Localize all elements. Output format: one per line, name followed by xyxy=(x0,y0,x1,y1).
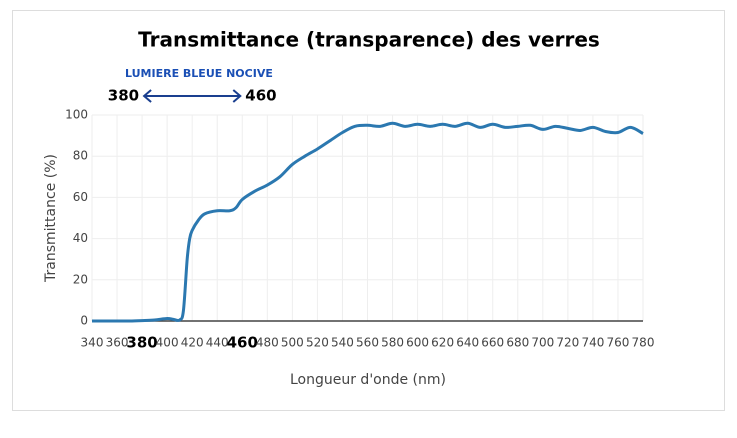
x-tick-label: 380 xyxy=(126,334,157,352)
data-line xyxy=(92,121,644,323)
x-tick-label: 660 xyxy=(481,336,504,350)
x-tick-label: 720 xyxy=(556,336,579,350)
y-tick-label: 0 xyxy=(80,314,88,328)
y-axis-label: Transmittance (%) xyxy=(43,154,59,283)
x-tick-label: 680 xyxy=(506,336,529,350)
x-tick-label: 340 xyxy=(81,336,104,350)
x-tick-label: 360 xyxy=(106,336,129,350)
x-tick-label: 420 xyxy=(181,336,204,350)
x-tick-label: 400 xyxy=(156,336,179,350)
y-tick-label: 60 xyxy=(73,190,88,204)
x-axis-label: Longueur d'onde (nm) xyxy=(290,372,446,388)
x-tick-label: 480 xyxy=(256,336,279,350)
x-tick-label: 540 xyxy=(331,336,354,350)
frame xyxy=(12,10,725,411)
x-tick-label: 560 xyxy=(356,336,379,350)
x-tick-label: 620 xyxy=(431,336,454,350)
x-tick-label: 440 xyxy=(206,336,229,350)
arrow-head xyxy=(232,89,242,103)
y-tick-label: 80 xyxy=(73,149,88,163)
x-tick-label: 600 xyxy=(406,336,429,350)
annotation-end: 460 xyxy=(245,87,276,105)
x-tick-label: 460 xyxy=(227,334,258,352)
y-tick-label: 100 xyxy=(65,108,88,122)
x-tick-label: 500 xyxy=(281,336,304,350)
x-tick-label: 760 xyxy=(607,336,630,350)
x-tick-label: 580 xyxy=(381,336,404,350)
x-tick-label: 700 xyxy=(531,336,554,350)
annotation-start: 380 xyxy=(108,87,139,105)
chart-title: Transmittance (transparence) des verres xyxy=(138,28,600,52)
x-tick-label: 520 xyxy=(306,336,329,350)
x-tick-label: 640 xyxy=(456,336,479,350)
annotation-label: LUMIERE BLEUE NOCIVE xyxy=(125,67,273,80)
x-tick-label: 740 xyxy=(581,336,604,350)
arrow-head xyxy=(142,89,152,103)
y-tick-label: 40 xyxy=(73,231,88,245)
y-tick-label: 20 xyxy=(73,272,88,286)
x-tick-label: 780 xyxy=(632,336,655,350)
